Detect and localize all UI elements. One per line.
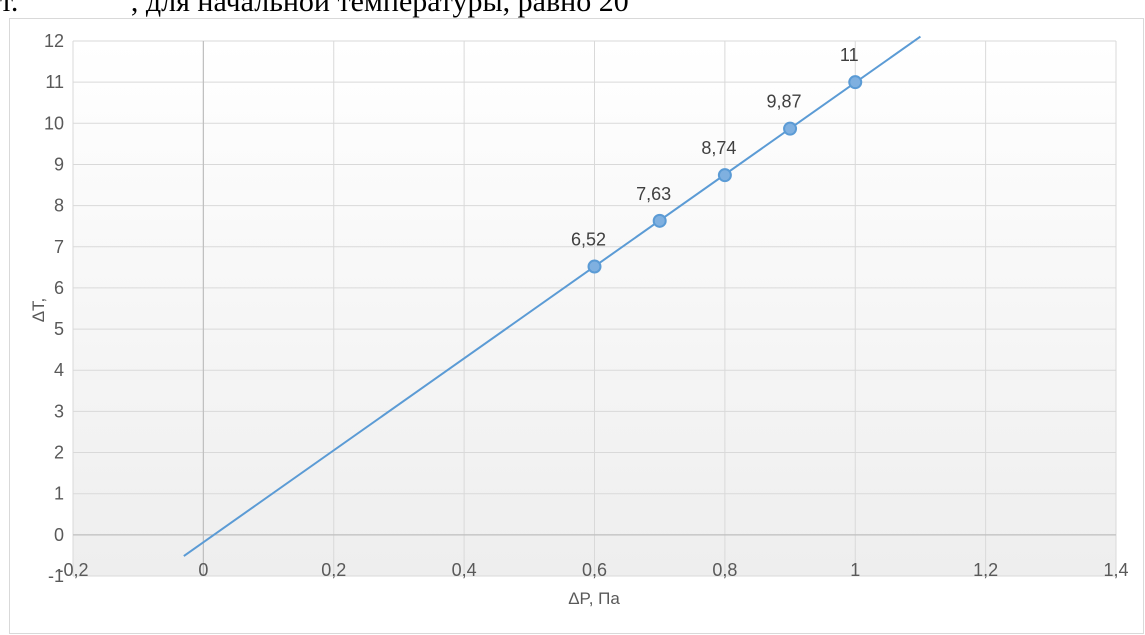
y-tick-label: 12: [44, 31, 64, 51]
x-axis-title: ΔP, Па: [568, 589, 620, 608]
y-tick-label: 8: [54, 196, 64, 216]
data-point: [783, 121, 798, 136]
y-tick-label: 6: [54, 278, 64, 298]
trendline: [183, 35, 922, 557]
data-point: [652, 213, 667, 228]
page-header-text: т. , для начальной температуры, равно 20: [0, 0, 629, 18]
axes: [73, 41, 1116, 576]
y-tick-label: 0: [54, 525, 64, 545]
y-tick-label: 5: [54, 319, 64, 339]
series-lines: [183, 35, 922, 557]
y-tick-label: -1: [48, 566, 64, 586]
data-labels: 6,52 7,63 8,74 9,87 11: [571, 45, 859, 249]
y-tick-label: 4: [54, 360, 64, 380]
data-point: [717, 168, 732, 183]
y-tick-label: 3: [54, 401, 64, 421]
x-tick-label: 0,6: [582, 560, 607, 580]
data-points: [587, 75, 863, 274]
x-tick-label: -0,2: [57, 560, 88, 580]
x-tick-label: 1: [850, 560, 860, 580]
y-tick-label: 9: [54, 154, 64, 174]
data-label: 6,52: [571, 230, 606, 250]
y-tick-label: 2: [54, 443, 64, 463]
y-tick-label: 10: [44, 113, 64, 133]
x-tick-label: 0,2: [321, 560, 346, 580]
x-tick-label: 1,4: [1103, 560, 1128, 580]
gridlines: [72, 40, 1117, 577]
data-point: [848, 75, 863, 90]
data-point: [587, 259, 602, 274]
x-tick-label: 1,2: [973, 560, 998, 580]
data-label: 9,87: [767, 92, 802, 112]
y-tick-label: 1: [54, 484, 64, 504]
x-tick-label: 0: [198, 560, 208, 580]
data-label: 11: [840, 45, 859, 65]
x-tick-label: 0,4: [452, 560, 477, 580]
data-label: 7,63: [636, 184, 671, 204]
y-axis-title: ΔT,: [29, 298, 48, 323]
y-tick-label: 11: [45, 72, 64, 92]
data-label: 8,74: [701, 138, 736, 158]
y-tick-label: 7: [54, 237, 64, 257]
x-tick-label: 0,8: [712, 560, 737, 580]
